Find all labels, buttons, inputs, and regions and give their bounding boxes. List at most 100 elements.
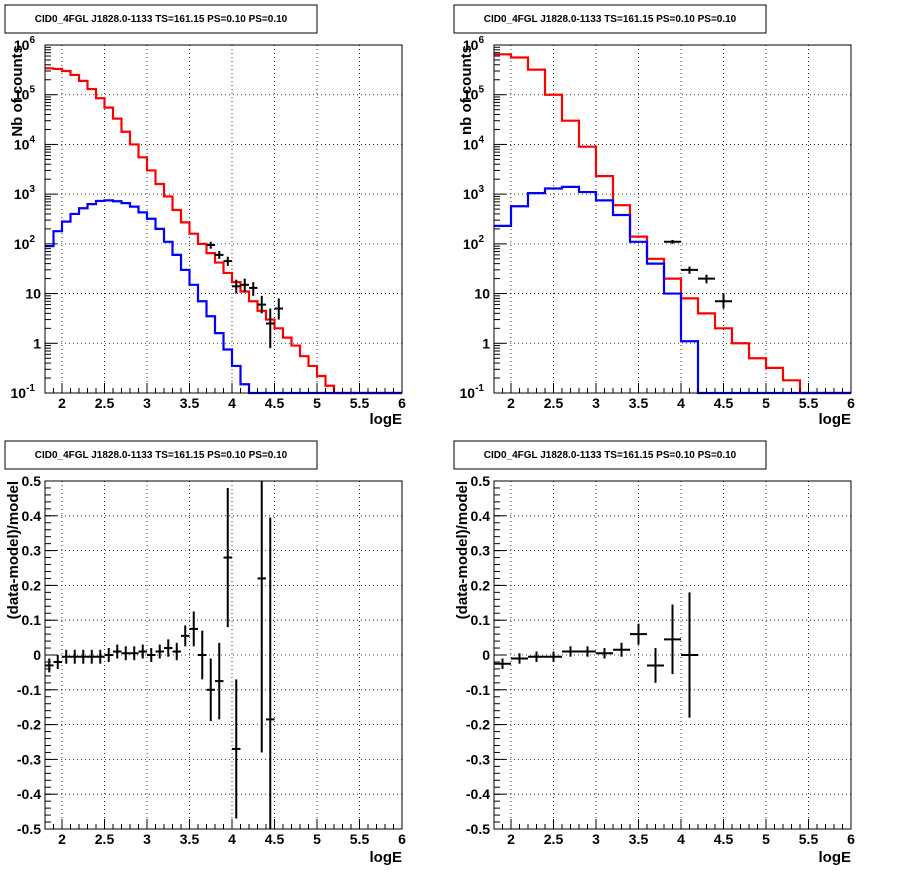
step-histogram-red (45, 67, 402, 395)
residual-point (53, 655, 62, 669)
x-tick-label: 2.5 (544, 831, 564, 847)
residual-point (613, 642, 630, 657)
x-tick-label: 4.5 (714, 831, 734, 847)
x-tick-label: 2.5 (95, 831, 115, 847)
x-tick-label: 3.5 (629, 395, 649, 411)
residual-point (494, 658, 511, 669)
y-tick-label: -0.5 (17, 821, 41, 837)
residual-point (562, 646, 579, 657)
x-tick-label: 6 (847, 395, 855, 411)
series-layer (45, 481, 275, 829)
residual-point (511, 653, 528, 664)
y-tick-label: 0.3 (471, 543, 491, 559)
x-tick-label: 4.5 (265, 831, 285, 847)
data-point (257, 295, 266, 314)
y-tick-label: -0.4 (17, 786, 41, 802)
y-tick-label: 0.3 (22, 543, 42, 559)
data-point (240, 278, 249, 292)
residual-point (528, 651, 545, 662)
x-tick-label: 2 (58, 831, 66, 847)
x-tick-label: 6 (398, 831, 406, 847)
residual-point (70, 649, 79, 664)
residual-point (232, 679, 241, 819)
x-tick-label: 2 (58, 395, 66, 411)
residual-point (198, 630, 207, 680)
x-tick-label: 5.5 (350, 831, 370, 847)
residual-point (104, 648, 113, 662)
residual-point (155, 644, 164, 659)
residual-point (215, 642, 224, 720)
x-tick-label: 6 (398, 395, 406, 411)
x-tick-label: 5.5 (799, 395, 819, 411)
residual-point (647, 648, 664, 683)
residual-point (45, 658, 54, 673)
residual-point (130, 646, 139, 661)
title-box (453, 4, 767, 34)
residual-point (172, 642, 181, 661)
x-tick-label: 3 (592, 395, 600, 411)
y-tick-label: -0.1 (17, 682, 41, 698)
title-box (4, 440, 318, 470)
x-tick-label: 5 (762, 395, 770, 411)
y-tick-label: -0.2 (466, 717, 490, 733)
y-tick-label: -0.4 (466, 786, 490, 802)
residual-point (79, 649, 88, 664)
x-tick-label: 6 (847, 831, 855, 847)
y-tick-label: 0.5 (22, 473, 42, 489)
y-tick-label: 0 (33, 647, 41, 663)
x-tick-label: 5.5 (350, 395, 370, 411)
data-point (681, 266, 698, 274)
residual-point (138, 644, 147, 659)
x-tick-label: 3 (143, 395, 151, 411)
x-tick-label: 2.5 (95, 395, 115, 411)
residual-point (87, 649, 96, 664)
panel-bottom-left: 2 2.5 3 3.5 4 4.5 5 5.5 6 -0.5 -0.4 -0.3 -0.2 -0.1 0 0.… (4, 440, 406, 866)
panel-top-right: 2 2.5 3 3.5 4 4.5 5 5.5 610-1110102103104105106 … (453, 4, 855, 428)
x-tick-label: 5 (762, 831, 770, 847)
chart-title: CID0_4FGL J1828.0-1133 TS=161.15 PS=0.10… (35, 450, 288, 461)
x-tick-label: 4 (677, 831, 685, 847)
y-tick-label: 0.2 (22, 577, 42, 593)
residual-point (206, 658, 215, 722)
residual-point (257, 481, 266, 753)
x-axis-label: logE (819, 411, 852, 428)
residual-point (164, 639, 173, 657)
y-tick-label: -0.5 (466, 821, 490, 837)
x-tick-label: 4 (228, 831, 236, 847)
series-layer (494, 592, 698, 718)
residual-point (181, 625, 190, 647)
x-tick-label: 4 (228, 395, 236, 411)
data-point (232, 279, 241, 294)
data-point (274, 298, 283, 320)
x-tick-label: 5.5 (799, 831, 819, 847)
chart-title: CID0_4FGL J1828.0-1133 TS=161.15 PS=0.10… (484, 14, 737, 25)
y-tick-label: 10 (25, 286, 41, 302)
title-box (4, 4, 318, 34)
y-tick-label: 0.4 (22, 508, 42, 524)
residual-point (266, 517, 275, 829)
residual-point (664, 604, 681, 675)
y-axis-label: nb of counts (458, 45, 475, 135)
ticks: 2 2.5 3 3.5 4 4.5 5 5.5 6 -0.5 -0.4 -0.3 -0.2 -0.1 0 0.… (17, 473, 406, 847)
y-tick-label: -0.3 (17, 751, 41, 767)
y-tick-label: 0.1 (22, 612, 42, 628)
x-axis-label: logE (370, 849, 403, 866)
residual-point (223, 487, 232, 628)
data-point (223, 256, 232, 266)
data-point (206, 241, 215, 249)
x-tick-label: 4.5 (714, 395, 734, 411)
x-tick-label: 3.5 (180, 395, 200, 411)
x-tick-label: 3 (592, 831, 600, 847)
residual-point (189, 611, 198, 647)
x-tick-label: 2 (507, 395, 515, 411)
residual-point (681, 592, 698, 718)
x-axis-label: logE (819, 849, 852, 866)
residual-point (147, 648, 156, 662)
y-tick-label: 0.5 (471, 473, 491, 489)
ticks: 2 2.5 3 3.5 4 4.5 5 5.5 6 -0.5 -0.4 -0.3 -0.2 -0.1 0 0.… (466, 473, 855, 847)
residual-point (96, 649, 105, 664)
chart-title: CID0_4FGL J1828.0-1133 TS=161.15 PS=0.10… (484, 450, 737, 461)
x-tick-label: 3.5 (629, 831, 649, 847)
residual-point (630, 623, 647, 645)
data-point (664, 239, 681, 244)
